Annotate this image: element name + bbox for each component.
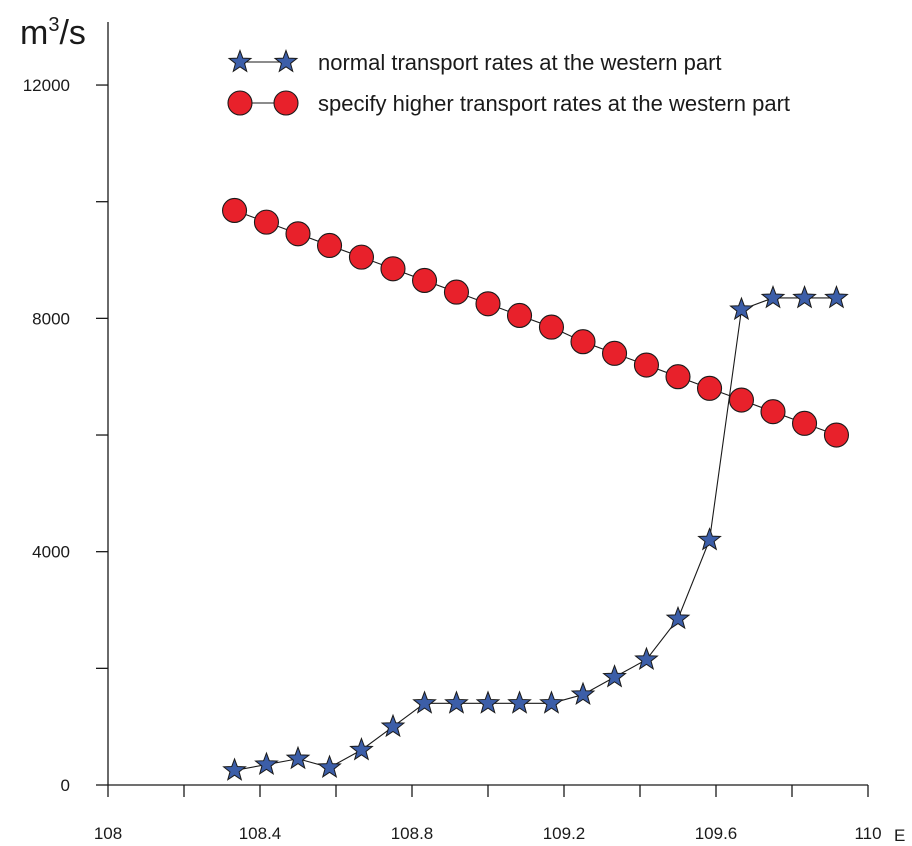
data-point-star (222, 757, 247, 781)
x-tick-label: 108.4 (239, 824, 282, 843)
y-tick-label: 0 (61, 776, 70, 795)
legend: normal transport rates at the western pa… (227, 49, 790, 116)
x-tick-label: 109.2 (543, 824, 586, 843)
data-point-circle (665, 364, 691, 390)
data-point-circle (823, 422, 850, 448)
series-star (222, 284, 849, 781)
x-tick-label: 110 (854, 824, 881, 843)
data-point-star (507, 690, 532, 714)
x-tick-label: 109.6 (695, 824, 738, 843)
data-point-star (349, 737, 374, 761)
data-point-circle (506, 302, 533, 328)
data-point-circle (443, 279, 470, 305)
data-point-circle (570, 329, 596, 355)
data-point-star (760, 284, 786, 309)
legend-marker (227, 90, 253, 116)
data-point-circle (601, 340, 628, 366)
data-point-circle (316, 232, 343, 258)
data-point-circle (221, 197, 248, 223)
data-point-star (475, 690, 501, 714)
legend-item-circle: specify higher transport rates at the we… (227, 90, 790, 116)
data-point-star (380, 713, 406, 738)
data-point-star (634, 646, 659, 671)
data-point-star (729, 296, 754, 321)
data-point-star (824, 284, 849, 309)
data-point-star (539, 690, 564, 714)
legend-label: normal transport rates at the western pa… (318, 50, 722, 75)
x-tick-label: 108 (94, 824, 122, 843)
data-point-circle (633, 352, 660, 378)
data-point-circle (475, 291, 501, 317)
legend-item-star: normal transport rates at the western pa… (227, 49, 722, 75)
data-point-star (665, 605, 691, 630)
axes: 108 108.4 108.8 109.2 109.6 110 0 4000 8000 12000… (20, 14, 905, 845)
legend-marker (273, 49, 299, 73)
y-axis-label: m3/s (20, 14, 86, 52)
legend-marker (273, 90, 299, 116)
series-layer (221, 197, 850, 781)
data-point-circle (791, 410, 818, 436)
x-tick-label: 108.8 (391, 824, 434, 843)
data-point-circle (411, 267, 438, 293)
data-point-star (444, 690, 469, 714)
legend-marker (227, 49, 253, 73)
data-point-star (697, 527, 722, 551)
data-point-star (792, 284, 817, 309)
y-tick-label: 8000 (32, 309, 70, 328)
series-circle (221, 197, 850, 448)
legend-label: specify higher transport rates at the we… (318, 91, 790, 116)
data-point-star (285, 745, 311, 770)
data-point-circle (285, 221, 311, 247)
y-tick-label: 4000 (32, 543, 70, 562)
x-axis-label: E (894, 826, 905, 845)
data-point-star (570, 681, 596, 706)
data-point-circle (538, 314, 565, 340)
data-point-circle (696, 375, 723, 401)
series-line-star (234, 297, 837, 771)
data-point-star (412, 690, 437, 714)
data-point-circle (728, 387, 755, 413)
y-tick-label: 12000 (23, 76, 70, 95)
data-point-circle (380, 256, 406, 282)
data-point-circle (348, 244, 375, 270)
data-point-circle (760, 399, 786, 425)
data-point-circle (253, 209, 280, 235)
data-point-star (602, 664, 627, 688)
data-point-star (254, 751, 279, 776)
data-point-star (317, 754, 342, 778)
